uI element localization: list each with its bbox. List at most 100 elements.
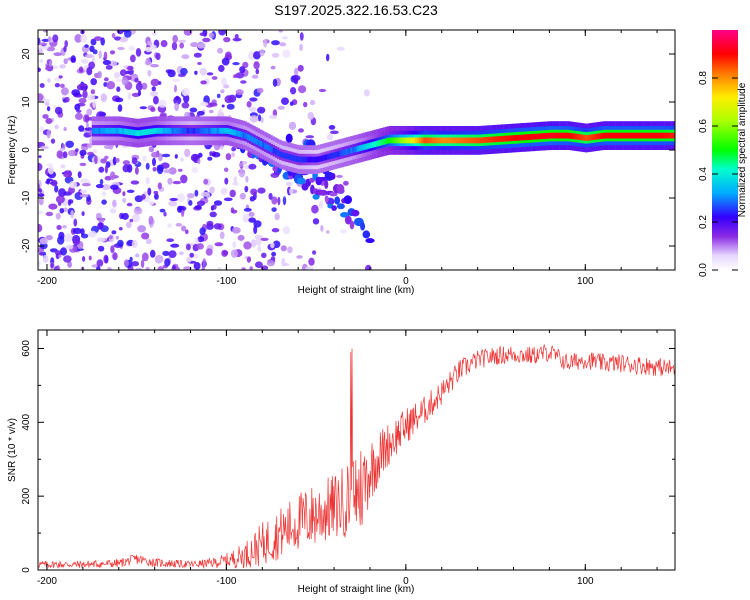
ridge-cell	[180, 127, 183, 134]
ridge-cell	[289, 154, 293, 161]
noise-blob	[160, 40, 168, 48]
ridge-cell	[104, 127, 108, 134]
noise-blob	[197, 158, 201, 165]
noise-blob	[129, 218, 134, 223]
noise-blob	[56, 265, 60, 270]
noise-blob	[80, 178, 90, 185]
ridge-cell	[548, 132, 551, 139]
ridge-cell	[96, 127, 99, 134]
ridge-cell	[649, 132, 652, 139]
ridge-cell	[106, 127, 110, 134]
noise-blob	[38, 162, 43, 172]
noise-blob	[259, 48, 265, 57]
ridge-cell	[98, 127, 101, 134]
noise-blob	[141, 252, 149, 262]
noise-blob	[289, 101, 294, 106]
noise-blob	[271, 40, 280, 46]
ridge-cell	[281, 152, 284, 158]
noise-blob	[155, 52, 161, 61]
noise-blob	[145, 238, 152, 245]
noise-blob	[312, 250, 317, 255]
noise-blob	[209, 109, 214, 114]
ridge-cell	[171, 127, 174, 134]
ridge-cell	[399, 137, 403, 144]
ridge-cell	[330, 152, 334, 159]
noise-blob	[68, 181, 78, 189]
noise-blob	[150, 44, 157, 50]
noise-blob	[98, 217, 105, 223]
noise-blob	[131, 157, 138, 165]
noise-blob	[196, 200, 206, 207]
noise-blob	[328, 125, 336, 130]
ridge-cell	[668, 132, 672, 139]
ridge-cell	[518, 134, 521, 141]
ridge-cell	[516, 135, 519, 141]
ridge-cell	[384, 138, 388, 145]
ridge-cell	[158, 127, 161, 134]
noise-blob	[171, 41, 178, 51]
ridge-cell	[322, 155, 325, 161]
noise-blob	[114, 97, 124, 103]
noise-blob	[98, 166, 105, 173]
ridge-cell	[203, 127, 207, 134]
noise-blob	[365, 264, 372, 270]
noise-blob	[71, 89, 81, 96]
noise-blob	[88, 230, 97, 238]
noise-blob	[81, 183, 91, 187]
noise-blob	[84, 127, 93, 131]
ridge-cell	[249, 135, 252, 141]
noise-blob	[39, 237, 49, 245]
ridge-cell	[369, 142, 372, 149]
ridge-cell	[150, 128, 153, 135]
noise-blob	[211, 76, 218, 80]
noise-blob	[39, 59, 44, 63]
spectrogram-y-label: Frequency (Hz)	[7, 116, 18, 185]
noise-blob	[277, 105, 285, 110]
ridge-cell	[640, 132, 644, 139]
noise-blob	[214, 242, 224, 247]
noise-blob	[293, 67, 299, 77]
noise-blob	[145, 266, 150, 270]
noise-blob	[250, 188, 258, 196]
ridge-cell	[451, 137, 454, 144]
noise-blob	[150, 78, 160, 87]
ridge-cell	[126, 128, 129, 135]
ridge-cell	[343, 149, 347, 156]
noise-blob	[200, 80, 207, 85]
noise-blob	[95, 184, 104, 189]
noise-blob	[318, 88, 327, 93]
noise-blob	[53, 52, 62, 57]
ridge-cell	[462, 137, 465, 144]
noise-blob	[199, 227, 206, 236]
ridge-cell	[139, 130, 142, 136]
noise-blob	[123, 259, 129, 267]
ridge-cell	[292, 155, 295, 161]
x-tick-label: 100	[577, 276, 594, 287]
noise-blob	[63, 45, 67, 53]
noise-blob	[77, 171, 82, 179]
noise-blob	[55, 195, 65, 204]
ridge-cell	[595, 133, 599, 140]
noise-blob	[199, 101, 209, 107]
ridge-cell	[447, 137, 450, 144]
noise-blob	[167, 177, 173, 185]
noise-blob	[281, 97, 289, 105]
noise-blob	[126, 189, 135, 193]
noise-blob	[290, 87, 297, 95]
noise-blob	[97, 71, 102, 79]
noise-blob	[199, 32, 206, 36]
streak-blob	[349, 220, 355, 230]
noise-blob	[150, 63, 160, 68]
noise-blob	[168, 167, 177, 175]
noise-blob	[148, 146, 155, 153]
noise-blob	[245, 175, 249, 183]
noise-blob	[336, 174, 343, 178]
noise-blob	[145, 57, 151, 66]
ridge-cell	[647, 132, 650, 139]
ridge-cell	[610, 132, 614, 139]
ridge-cell	[589, 134, 592, 141]
noise-blob	[260, 117, 264, 123]
ridge-cell	[147, 128, 151, 135]
noise-blob	[177, 205, 183, 213]
ridge-cell	[511, 135, 515, 141]
